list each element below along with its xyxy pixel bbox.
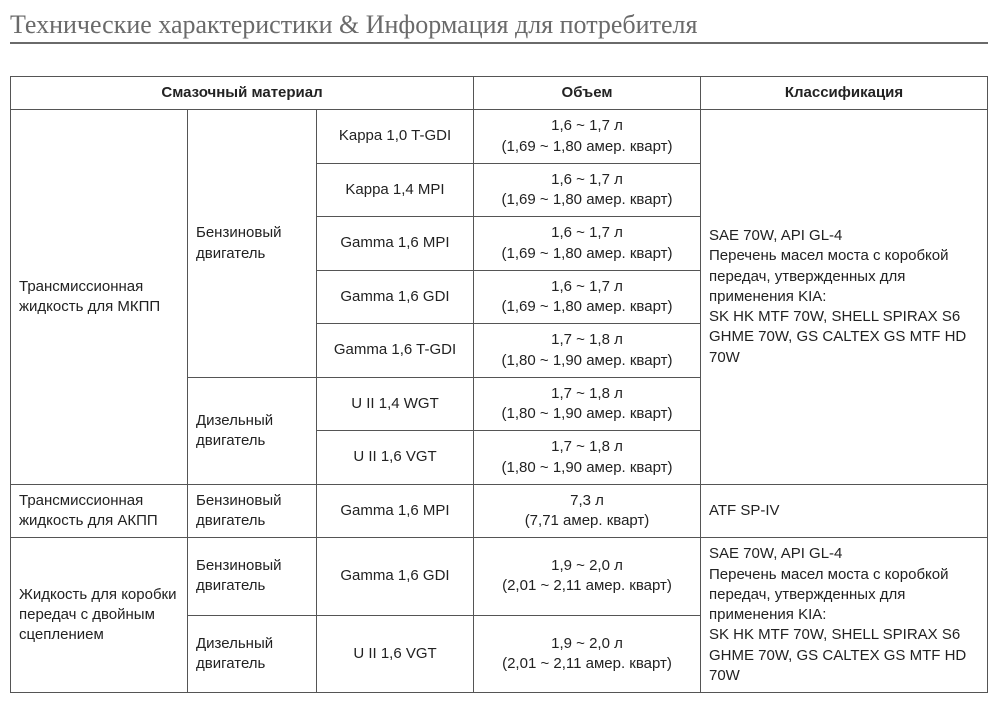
table-row: Трансмиссионная жидкость для МКПП Бензин… [11,110,988,164]
vol-line2: (1,80 ~ 1,90 амер. кварт) [502,405,673,422]
cell-volume: 1,6 ~ 1,7 л (1,69 ~ 1,80 амер. кварт) [474,110,701,164]
cell-volume: 1,6 ~ 1,7 л (1,69 ~ 1,80 амер. кварт) [474,163,701,217]
cell-mkpp-classification: SAE 70W, API GL-4 Перечень масел моста с… [701,110,988,485]
cell-volume: 1,7 ~ 1,8 л (1,80 ~ 1,90 амер. кварт) [474,431,701,485]
class-line: Перечень масел моста с коробкой передач,… [709,566,949,624]
cell-engine: Gamma 1,6 GDI [317,270,474,324]
vol-line1: 1,9 ~ 2,0 л [551,635,623,652]
vol-line2: (1,80 ~ 1,90 амер. кварт) [502,459,673,476]
cell-dct-diesel: Дизельный двигатель [188,615,317,692]
vol-line2: (1,69 ~ 1,80 амер. кварт) [502,138,673,155]
cell-engine: Gamma 1,6 T-GDI [317,324,474,378]
cell-volume: 1,9 ~ 2,0 л (2,01 ~ 2,11 амер. кварт) [474,615,701,692]
vol-line2: (7,71 амер. кварт) [525,512,650,529]
cell-akpp-petrol: Бензиновый двигатель [188,484,317,538]
class-line: Перечень масел моста с коробкой передач,… [709,247,949,305]
cell-engine: U II 1,6 VGT [317,431,474,485]
cell-volume: 7,3 л (7,71 амер. кварт) [474,484,701,538]
cell-volume: 1,7 ~ 1,8 л (1,80 ~ 1,90 амер. кварт) [474,377,701,431]
cell-volume: 1,9 ~ 2,0 л (2,01 ~ 2,11 амер. кварт) [474,538,701,615]
cell-mkpp-petrol: Бензиновый двигатель [188,110,317,378]
cell-dct-petrol: Бензиновый двигатель [188,538,317,615]
vol-line1: 1,7 ~ 1,8 л [551,438,623,455]
vol-line1: 1,6 ~ 1,7 л [551,224,623,241]
header-volume: Объем [474,77,701,110]
vol-line1: 1,6 ~ 1,7 л [551,278,623,295]
cell-engine: U II 1,4 WGT [317,377,474,431]
class-line: SK HK MTF 70W, SHELL SPIRAX S6 GHME 70W,… [709,626,966,684]
vol-line1: 7,3 л [570,492,604,509]
vol-line2: (2,01 ~ 2,11 амер. кварт) [502,655,672,672]
table-header-row: Смазочный материал Объем Классификация [11,77,988,110]
vol-line2: (1,69 ~ 1,80 амер. кварт) [502,191,673,208]
vol-line1: 1,6 ~ 1,7 л [551,117,623,134]
vol-line1: 1,7 ~ 1,8 л [551,385,623,402]
cell-volume: 1,7 ~ 1,8 л (1,80 ~ 1,90 амер. кварт) [474,324,701,378]
cell-engine: Gamma 1,6 GDI [317,538,474,615]
cell-engine: U II 1,6 VGT [317,615,474,692]
vol-line2: (1,69 ~ 1,80 амер. кварт) [502,298,673,315]
cell-dct-classification: SAE 70W, API GL-4 Перечень масел моста с… [701,538,988,693]
vol-line1: 1,9 ~ 2,0 л [551,557,623,574]
table-row: Трансмиссионная жидкость для АКПП Бензин… [11,484,988,538]
header-material: Смазочный материал [11,77,474,110]
vol-line2: (2,01 ~ 2,11 амер. кварт) [502,577,672,594]
class-line: SK HK MTF 70W, SHELL SPIRAX S6 GHME 70W,… [709,308,966,366]
spec-table: Смазочный материал Объем Классификация Т… [10,76,988,693]
cell-akpp-classification: ATF SP-IV [701,484,988,538]
vol-line1: 1,7 ~ 1,8 л [551,331,623,348]
table-row: Жидкость для коробки передач с двойным с… [11,538,988,615]
class-line: SAE 70W, API GL-4 [709,227,842,244]
cell-engine: Kappa 1,4 MPI [317,163,474,217]
header-classification: Классификация [701,77,988,110]
cell-volume: 1,6 ~ 1,7 л (1,69 ~ 1,80 амер. кварт) [474,270,701,324]
cell-mkpp-label: Трансмиссионная жидкость для МКПП [11,110,188,485]
vol-line2: (1,80 ~ 1,90 амер. кварт) [502,352,673,369]
class-line: SAE 70W, API GL-4 [709,545,842,562]
cell-engine: Gamma 1,6 MPI [317,217,474,271]
cell-engine: Kappa 1,0 T-GDI [317,110,474,164]
cell-akpp-label: Трансмиссионная жидкость для АКПП [11,484,188,538]
cell-engine: Gamma 1,6 MPI [317,484,474,538]
cell-mkpp-diesel: Дизельный двигатель [188,377,317,484]
cell-dct-label: Жидкость для коробки передач с двойным с… [11,538,188,693]
vol-line1: 1,6 ~ 1,7 л [551,171,623,188]
vol-line2: (1,69 ~ 1,80 амер. кварт) [502,245,673,262]
cell-volume: 1,6 ~ 1,7 л (1,69 ~ 1,80 амер. кварт) [474,217,701,271]
page-title: Технические характеристики & Информация … [10,10,988,44]
